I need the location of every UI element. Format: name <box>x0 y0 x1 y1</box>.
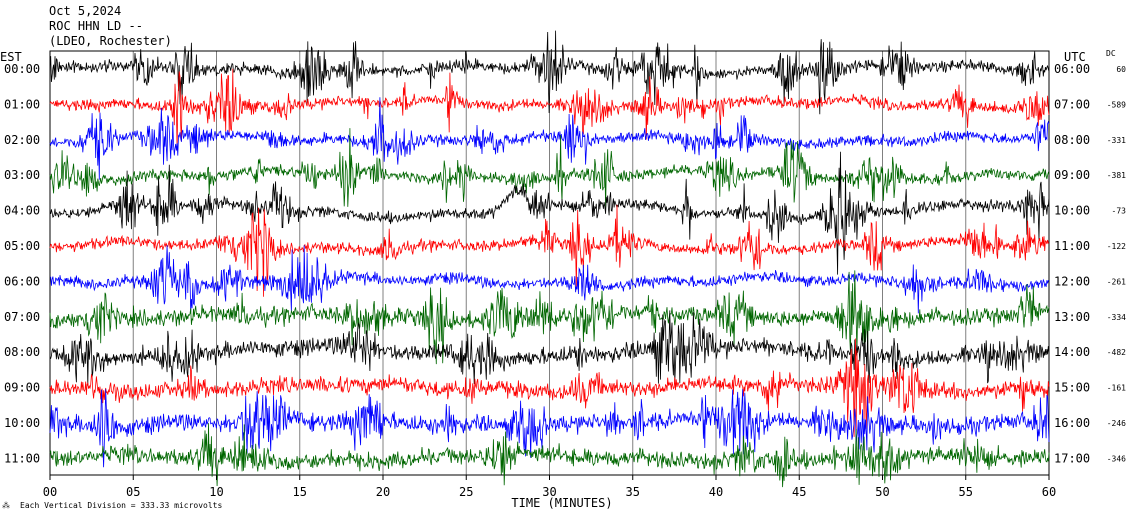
seismic-trace <box>49 389 1050 468</box>
est-hour-label: 10:00 <box>4 416 40 430</box>
network-label: (LDEO, Rochester) <box>49 34 172 48</box>
utc-hour-label: 14:00 <box>1054 345 1090 359</box>
dc-offset-value: -334 <box>1107 313 1126 322</box>
est-hour-label: 09:00 <box>4 381 40 395</box>
dc-offset-value: -73 <box>1112 207 1127 216</box>
est-hour-label: 05:00 <box>4 239 40 253</box>
est-hour-label: 07:00 <box>4 310 40 324</box>
seismic-trace <box>49 151 1050 275</box>
x-tick-label: 30 <box>542 485 556 499</box>
dc-offset-value: -346 <box>1107 454 1126 463</box>
seismic-trace <box>49 30 1050 115</box>
row-labels: 00:00 06:00 60 01:00 07:00 -589 02:00 08:00 -331… <box>4 62 1126 465</box>
dc-offset-value: 60 <box>1116 65 1126 74</box>
utc-hour-label: 16:00 <box>1054 416 1090 430</box>
x-tick-label: 15 <box>293 485 307 499</box>
x-axis-title: TIME (MINUTES) <box>511 496 612 510</box>
utc-hour-label: 13:00 <box>1054 310 1090 324</box>
utc-hour-label: 11:00 <box>1054 239 1090 253</box>
date-label: Oct 5,2024 <box>49 4 121 18</box>
utc-hour-label: 12:00 <box>1054 274 1090 288</box>
trace-group <box>49 30 1050 488</box>
est-hour-label: 02:00 <box>4 133 40 147</box>
time-grid <box>132 51 967 475</box>
seismic-trace <box>49 423 1050 488</box>
dc-offset-value: -482 <box>1107 348 1126 357</box>
x-tick-label: 50 <box>875 485 889 499</box>
x-tick-label: 55 <box>959 485 973 499</box>
seismic-trace <box>49 128 1050 212</box>
seismic-trace <box>49 97 1050 180</box>
dc-offset-value: -246 <box>1107 419 1126 428</box>
utc-hour-label: 06:00 <box>1054 62 1090 76</box>
station-label: ROC HHN LD -- <box>49 19 143 33</box>
est-hour-label: 01:00 <box>4 97 40 111</box>
est-axis-label: EST <box>0 50 22 64</box>
seismic-trace <box>49 338 1050 437</box>
est-hour-label: 11:00 <box>4 451 40 465</box>
seismic-trace <box>49 310 1050 386</box>
x-tick-label: 00 <box>43 485 57 499</box>
dc-offset-value: -331 <box>1107 136 1126 145</box>
x-tick-label: 40 <box>709 485 723 499</box>
dc-offset-value: -161 <box>1107 384 1126 393</box>
seismic-trace <box>49 204 1050 297</box>
dc-offset-value: -589 <box>1107 100 1126 109</box>
dc-offset-value: -261 <box>1107 277 1126 286</box>
seismic-trace <box>49 68 1050 151</box>
x-axis-ticks: 00 05 10 15 20 25 30 35 40 45 50 55 60 <box>43 475 1056 499</box>
seismic-trace <box>50 245 1049 314</box>
est-hour-label: 03:00 <box>4 168 40 182</box>
scale-marker-icon: ⁂ <box>2 501 10 510</box>
est-hour-label: 04:00 <box>4 204 40 218</box>
x-tick-label: 20 <box>376 485 390 499</box>
utc-hour-label: 08:00 <box>1054 133 1090 147</box>
utc-hour-label: 15:00 <box>1054 381 1090 395</box>
est-hour-label: 00:00 <box>4 62 40 76</box>
utc-axis-label: UTC <box>1064 50 1086 64</box>
dc-offset-value: -381 <box>1107 171 1126 180</box>
dc-offset-value: -122 <box>1107 242 1126 251</box>
x-tick-label: 05 <box>126 485 140 499</box>
x-tick-label: 45 <box>792 485 806 499</box>
utc-hour-label: 09:00 <box>1054 168 1090 182</box>
utc-hour-label: 10:00 <box>1054 204 1090 218</box>
x-tick-label: 10 <box>209 485 223 499</box>
est-hour-label: 06:00 <box>4 274 40 288</box>
x-tick-label: 60 <box>1042 485 1056 499</box>
x-tick-label: 25 <box>459 485 473 499</box>
utc-hour-label: 07:00 <box>1054 97 1090 111</box>
est-hour-label: 08:00 <box>4 345 40 359</box>
scale-note: Each Vertical Division = 333.33 microvol… <box>20 501 222 510</box>
seismic-trace <box>49 270 1050 365</box>
dc-header-label: DC <box>1106 49 1116 58</box>
utc-hour-label: 17:00 <box>1054 451 1090 465</box>
x-tick-label: 35 <box>626 485 640 499</box>
